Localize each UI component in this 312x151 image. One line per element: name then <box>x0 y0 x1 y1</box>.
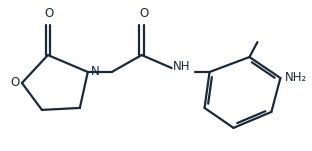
Text: N: N <box>91 64 100 77</box>
Text: NH: NH <box>173 59 190 72</box>
Text: O: O <box>139 7 148 20</box>
Text: NH₂: NH₂ <box>284 71 307 85</box>
Text: O: O <box>10 77 20 90</box>
Text: O: O <box>44 7 54 20</box>
